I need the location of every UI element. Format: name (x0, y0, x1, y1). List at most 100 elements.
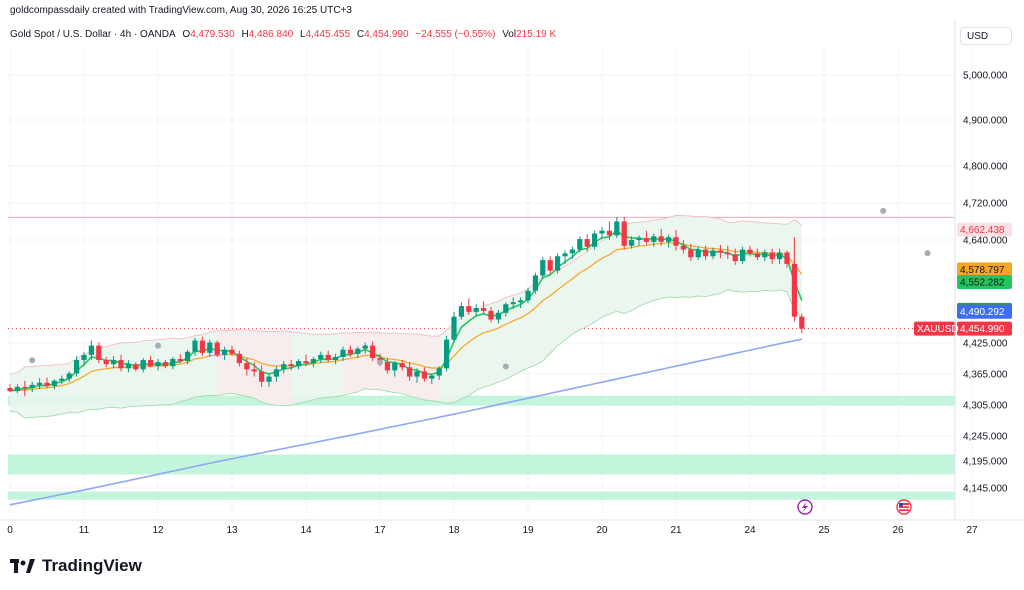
candle-body (177, 359, 183, 362)
low-value: 4,445.455 (305, 29, 351, 40)
change-value: −24.555 (−0.55%) (415, 29, 496, 40)
price-tag-label: 4,552.282 (960, 278, 1005, 289)
candle-body (103, 360, 109, 365)
candle-body (799, 316, 805, 329)
candle-body (680, 245, 686, 250)
y-tick-label: 4,640.000 (963, 236, 1008, 247)
candle-body (518, 300, 524, 303)
candle-body (392, 363, 398, 371)
candle-body (185, 351, 191, 362)
candle-body (651, 236, 657, 242)
candle-body (525, 290, 531, 301)
candle-body (266, 376, 272, 382)
candle-body (555, 256, 561, 271)
sma-slow-line (9, 338, 802, 506)
candle-body (288, 364, 294, 367)
support-zone (8, 395, 955, 406)
candle-body (532, 275, 538, 291)
candle-body (481, 308, 487, 311)
candle-body (14, 386, 20, 392)
volume-label: Vol (502, 29, 517, 40)
candle-body (214, 342, 220, 355)
tradingview-logo-icon (10, 559, 35, 573)
symbol-tag-label: XAUUSD (917, 324, 959, 335)
envelope-upper-line (9, 215, 803, 375)
candle-body (740, 249, 746, 262)
x-tick-label: 24 (744, 525, 756, 536)
candle-body (51, 380, 57, 386)
candle-body (510, 302, 516, 305)
candle-body (22, 386, 28, 388)
candle-body (111, 360, 117, 365)
x-tick-label: 13 (226, 525, 238, 536)
candle-body (695, 249, 701, 258)
x-tick-label: 26 (892, 525, 904, 536)
candle-body (59, 378, 65, 381)
x-tick-label: 27 (966, 525, 978, 536)
x-tick-label: 14 (300, 525, 312, 536)
candle-body (207, 342, 213, 353)
candle-body (495, 312, 501, 320)
candle-body (399, 363, 405, 368)
signal-marker (880, 207, 887, 214)
tradingview-logo: TradingView (10, 556, 142, 576)
open-label: O (182, 29, 191, 40)
candle-body (621, 221, 627, 246)
y-tick-label: 4,800.000 (963, 162, 1008, 173)
y-tick-label: 4,145.000 (963, 484, 1008, 495)
low-label: L (299, 29, 306, 40)
close-label: C (356, 29, 365, 40)
candle-body (584, 239, 590, 247)
y-tick-label: 4,425.000 (963, 339, 1008, 350)
price-tag-label: 4,662.438 (960, 225, 1005, 236)
candle-body (688, 249, 694, 258)
candle-body (66, 373, 72, 379)
signal-marker (377, 359, 383, 366)
candle-body (503, 304, 509, 313)
symbol-name[interactable]: Gold Spot / U.S. Dollar · 4h · OANDA (10, 29, 176, 40)
candle-body (643, 238, 649, 242)
x-tick-label: 20 (596, 525, 608, 536)
candle-body (577, 239, 583, 250)
candle-body (444, 339, 450, 369)
x-tick-label: 18 (448, 525, 460, 536)
candle-body (407, 367, 413, 377)
candle-body (421, 371, 427, 379)
candle-body (170, 359, 176, 367)
candle-body (29, 384, 35, 388)
candle-body (614, 221, 620, 236)
candle-body (703, 249, 709, 257)
currency-button[interactable]: USD (960, 27, 1012, 45)
ohlc-legend: Gold Spot / U.S. Dollar · 4h · OANDA O4,… (10, 29, 560, 40)
flag-stripe-white (899, 505, 909, 507)
flag-stripe-white (899, 508, 909, 510)
candle-body (592, 233, 598, 247)
candle-body (281, 364, 287, 370)
candle-body (466, 306, 472, 312)
price-tag-bg (957, 275, 1012, 290)
candle-body (636, 238, 642, 240)
candle-body (125, 364, 131, 369)
candle-body (148, 360, 154, 367)
candle-body (325, 354, 331, 361)
candle-body (436, 368, 442, 376)
candle-body (140, 360, 146, 370)
candle-body (370, 345, 376, 358)
signal-marker (155, 342, 161, 349)
x-tick-label: 21 (670, 525, 682, 536)
lightning-event-icon (797, 499, 813, 515)
candle-body (769, 252, 775, 260)
y-tick-label: 4,195.000 (963, 457, 1008, 468)
candle-body (673, 237, 679, 246)
envelope-band-bearish (343, 331, 440, 402)
envelope-lower-line (9, 289, 803, 419)
x-tick-label: 17 (374, 525, 386, 536)
candle-body (355, 348, 361, 354)
candle-body (44, 382, 50, 386)
candle-body (362, 345, 368, 349)
candle-body (658, 236, 664, 242)
open-value: 4,479.530 (190, 29, 235, 40)
y-tick-label: 4,900.000 (963, 116, 1008, 127)
symbol-tag-bg (914, 321, 956, 336)
